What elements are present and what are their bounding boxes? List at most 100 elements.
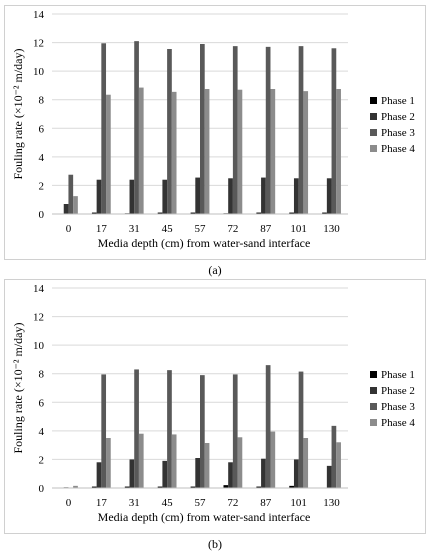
bar-phase-4 (138, 433, 144, 488)
y-tick-label: 8 (39, 95, 45, 107)
x-tick-label: 101 (290, 223, 307, 235)
bar-phase-2 (293, 459, 299, 488)
bar-phase-2 (162, 179, 168, 214)
bar-phase-4 (237, 437, 243, 488)
panel-label-a: (a) (208, 263, 222, 277)
bar-phase-3 (331, 425, 337, 488)
bar-phase-3 (298, 46, 304, 215)
x-tick-label: 17 (96, 497, 108, 509)
bar-phase-1 (91, 212, 97, 214)
bar-phase-3 (232, 46, 238, 215)
legend-label: Phase 2 (381, 385, 415, 397)
y-tick-label: 6 (39, 123, 45, 135)
y-tick-label: 2 (39, 454, 45, 466)
bar-phase-3 (167, 370, 172, 488)
legend-label: Phase 3 (381, 401, 415, 413)
bar-phase-1 (157, 486, 163, 488)
bar-phase-4 (138, 87, 144, 214)
bar-phase-4 (303, 438, 309, 488)
x-tick-label: 87 (260, 497, 272, 509)
legend-swatch (370, 371, 377, 378)
legend-label: Phase 2 (381, 111, 415, 123)
legend-swatch (370, 113, 377, 120)
legend-swatch (370, 145, 377, 152)
bar-phase-3 (200, 375, 205, 488)
bar-phase-4 (270, 89, 276, 214)
y-axis-label: Fouling rate (×10⁻² m/day) (11, 48, 25, 179)
y-tick-label: 0 (39, 483, 45, 495)
x-tick-label: 72 (227, 497, 238, 509)
chart-panel-b-frame (4, 279, 426, 534)
bar-phase-1 (289, 212, 294, 214)
bar-phase-2 (326, 465, 332, 488)
bar-phase-3 (101, 43, 107, 215)
legend-label: Phase 1 (381, 369, 415, 381)
bar-phase-1 (289, 485, 294, 488)
bar-phase-1 (223, 485, 229, 488)
x-tick-label: 17 (96, 223, 108, 235)
bar-phase-1 (124, 486, 130, 488)
y-tick-label: 12 (33, 312, 44, 324)
bar-phase-3 (265, 46, 271, 214)
bar-phase-4 (204, 89, 210, 214)
bar-phase-2 (96, 179, 102, 214)
bar-phase-4 (106, 94, 111, 214)
bar-phase-1 (256, 486, 262, 488)
bar-phase-4 (171, 434, 177, 488)
bar-phase-4 (73, 485, 78, 488)
bar-phase-1 (157, 212, 163, 214)
legend-label: Phase 4 (381, 143, 415, 155)
y-tick-label: 4 (39, 426, 45, 438)
x-tick-label: 31 (129, 497, 140, 509)
legend-label: Phase 4 (381, 417, 415, 429)
bar-phase-2 (129, 179, 135, 214)
x-tick-label: 130 (323, 223, 340, 235)
bar-phase-2 (195, 177, 200, 214)
bar-phase-2 (63, 204, 69, 214)
bar-phase-2 (293, 178, 299, 214)
x-tick-label: 57 (195, 497, 207, 509)
bar-phase-1 (190, 212, 196, 214)
bar-phase-3 (200, 44, 205, 214)
bar-phase-1 (322, 212, 327, 214)
bar-phase-1 (190, 486, 196, 488)
y-tick-label: 14 (33, 283, 45, 295)
bar-phase-4 (73, 196, 78, 214)
y-tick-label: 14 (33, 9, 45, 21)
bar-phase-3 (101, 374, 107, 488)
legend-label: Phase 1 (381, 95, 415, 107)
bar-phase-2 (195, 458, 200, 488)
bar-phase-3 (298, 371, 304, 488)
panel-label-b: (b) (208, 537, 222, 551)
y-tick-label: 10 (33, 66, 45, 78)
y-tick-label: 2 (39, 180, 45, 192)
bar-phase-2 (129, 459, 135, 488)
bar-phase-3 (167, 49, 172, 214)
x-tick-label: 0 (66, 497, 72, 509)
bar-phase-2 (261, 177, 266, 214)
bar-phase-4 (303, 91, 309, 214)
bar-phase-2 (326, 178, 332, 214)
x-tick-label: 101 (290, 497, 307, 509)
bar-phase-1 (256, 212, 262, 214)
y-tick-label: 6 (39, 397, 45, 409)
bar-phase-3 (68, 174, 74, 214)
chart-b: 0 2 4 6 8 10 12 14 0 17 31 45 57 72 87 101 130 Media dept… (11, 283, 415, 524)
y-tick-label: 10 (33, 340, 45, 352)
bar-phase-3 (134, 41, 139, 215)
bar-phase-4 (336, 442, 341, 488)
x-tick-label: 72 (227, 223, 238, 235)
bar-phase-4 (237, 89, 243, 214)
bar-phase-4 (270, 431, 276, 488)
x-tick-label: 31 (129, 223, 140, 235)
legend-label: Phase 3 (381, 127, 415, 139)
legend-swatch (370, 419, 377, 426)
legend-swatch (370, 403, 377, 410)
bar-phase-1 (91, 486, 97, 488)
bar-phase-2 (228, 178, 233, 214)
x-tick-label: 45 (162, 497, 174, 509)
x-tick-label: 87 (260, 223, 272, 235)
x-tick-label: 130 (323, 497, 340, 509)
y-axis-label: Fouling rate (×10⁻² m/day) (11, 322, 25, 453)
legend-swatch (370, 129, 377, 136)
